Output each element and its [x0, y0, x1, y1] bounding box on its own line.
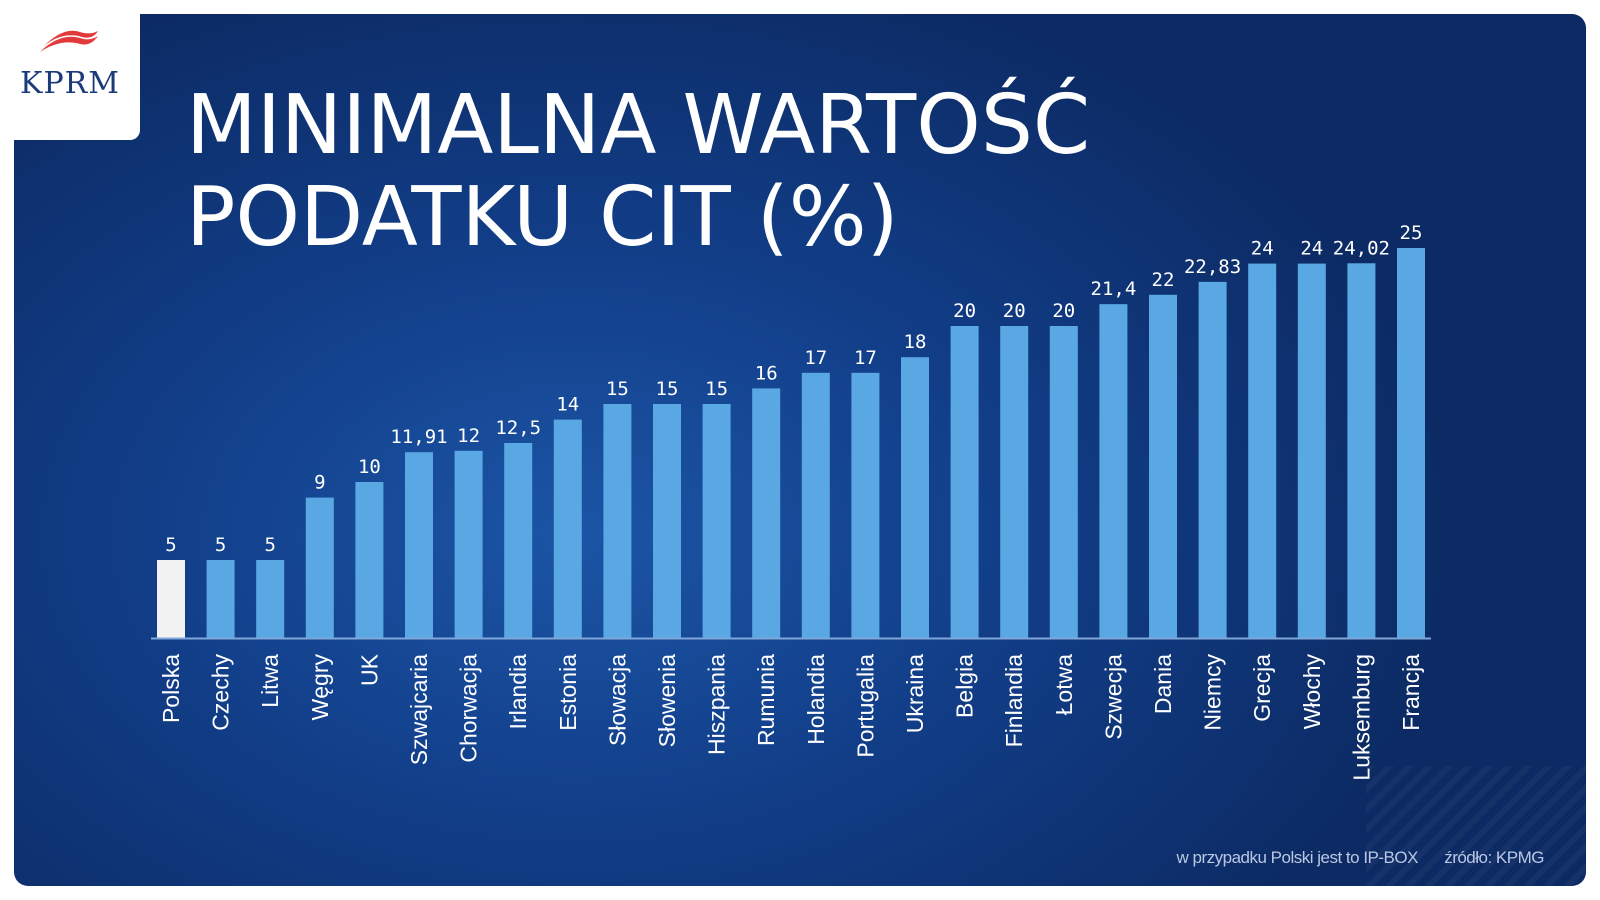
flag-icon	[40, 30, 98, 52]
value-label-21: 22,83	[1184, 256, 1241, 278]
bar-24	[1347, 263, 1376, 638]
category-label-4: UK	[356, 653, 382, 686]
category-label-13: Holandia	[803, 654, 829, 745]
bar-18	[1049, 326, 1078, 638]
category-label-24: Luksemburg	[1348, 654, 1374, 781]
bar-22	[1248, 263, 1277, 638]
category-label-15: Ukraina	[902, 654, 928, 733]
bar-2	[256, 560, 285, 638]
bar-0	[157, 560, 185, 638]
category-label-14: Portugalia	[852, 654, 878, 758]
category-label-20: Dania	[1150, 654, 1176, 714]
bar-8	[553, 419, 582, 638]
bar-25	[1397, 248, 1425, 638]
category-label-22: Grecja	[1249, 654, 1275, 722]
value-label-5: 11,91	[390, 426, 447, 448]
value-label-15: 18	[904, 331, 927, 353]
bar-13	[801, 372, 830, 638]
value-label-12: 16	[755, 362, 778, 384]
bar-3	[305, 497, 334, 638]
bar-11	[702, 404, 731, 638]
kprm-logo: KPRM	[0, 0, 140, 140]
category-label-5: Szwajcaria	[406, 654, 432, 765]
bar-7	[504, 443, 533, 638]
value-label-23: 24	[1300, 238, 1323, 260]
chart-title: MINIMALNA WARTOŚĆ PODATKU CIT (%)	[186, 80, 1286, 264]
value-label-18: 20	[1052, 300, 1075, 322]
value-label-9: 15	[606, 378, 629, 400]
value-label-0: 5	[165, 534, 176, 556]
logo-text: KPRM	[20, 66, 120, 101]
category-label-10: Słowenia	[654, 654, 680, 748]
bar-16	[950, 326, 979, 638]
category-label-3: Węgry	[307, 654, 333, 721]
bar-5	[405, 452, 433, 638]
value-label-17: 20	[1003, 300, 1026, 322]
category-label-8: Estonia	[555, 654, 581, 731]
category-label-12: Rumunia	[753, 654, 779, 746]
bar-17	[1000, 326, 1029, 638]
source-label: źródło: KPMG	[1444, 848, 1544, 867]
category-label-25: Francja	[1398, 654, 1424, 731]
category-label-2: Litwa	[257, 654, 283, 708]
value-label-19: 21,4	[1091, 278, 1137, 300]
value-label-24: 24,02	[1333, 237, 1390, 259]
footer-note: w przypadku Polski jest to IP-BOX źródło…	[1155, 848, 1545, 868]
bar-20	[1149, 294, 1177, 638]
value-label-16: 20	[953, 300, 976, 322]
bar-19	[1099, 304, 1128, 638]
value-label-2: 5	[264, 534, 275, 556]
value-label-7: 12,5	[495, 417, 541, 439]
chart-card: 5 Polska 5 Czechy 5 Litwa 9 Węgry 10 UK 11,91 Szwaj…	[14, 14, 1586, 886]
value-label-6: 12	[457, 425, 480, 447]
category-label-9: Słowacja	[604, 654, 630, 746]
title-line-1: MINIMALNA WARTOŚĆ	[186, 78, 1091, 173]
value-label-1: 5	[215, 534, 226, 556]
value-label-14: 17	[854, 347, 877, 369]
bar-14	[851, 372, 880, 638]
bar-15	[901, 357, 929, 638]
category-label-11: Hiszpania	[704, 654, 730, 755]
category-label-6: Chorwacja	[456, 654, 482, 763]
category-label-21: Niemcy	[1200, 654, 1226, 731]
bar-21	[1198, 281, 1227, 638]
value-label-25: 25	[1400, 222, 1423, 244]
bar-6	[454, 450, 483, 638]
value-label-8: 14	[556, 394, 579, 416]
category-label-0: Polska	[158, 654, 184, 723]
value-label-22: 24	[1251, 238, 1274, 260]
value-label-20: 22	[1152, 269, 1175, 291]
value-label-3: 9	[314, 472, 325, 494]
bar-23	[1297, 263, 1326, 638]
value-label-4: 10	[358, 456, 381, 478]
bar-12	[752, 388, 781, 638]
bar-4	[355, 482, 384, 638]
bar-chart: 5 Polska 5 Czechy 5 Litwa 9 Węgry 10 UK 11,91 Szwaj…	[151, 222, 1431, 781]
category-label-1: Czechy	[208, 654, 234, 731]
footnote: w przypadku Polski jest to IP-BOX	[1176, 848, 1419, 867]
bar-9	[603, 404, 632, 638]
bar-1	[206, 560, 235, 638]
value-label-13: 17	[804, 347, 827, 369]
category-label-17: Finlandia	[1001, 654, 1027, 748]
category-label-7: Irlandia	[505, 654, 531, 730]
value-label-10: 15	[656, 378, 679, 400]
category-label-23: Włochy	[1299, 654, 1325, 730]
category-label-16: Belgia	[952, 654, 978, 718]
bar-10	[653, 404, 681, 638]
category-label-19: Szwecja	[1100, 654, 1126, 740]
category-label-18: Łotwa	[1051, 654, 1077, 716]
value-label-11: 15	[705, 378, 728, 400]
title-line-2: PODATKU CIT (%)	[186, 170, 899, 265]
